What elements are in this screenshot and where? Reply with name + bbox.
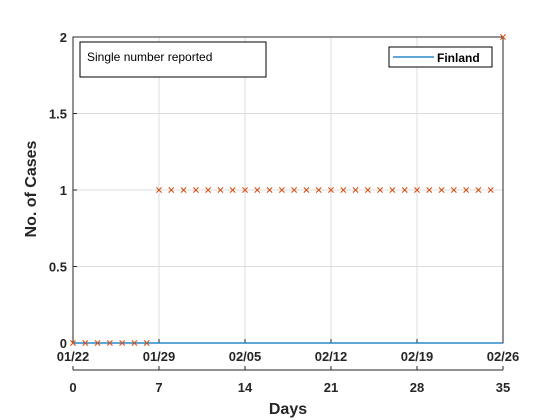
legend: Finland (388, 46, 493, 68)
grid (72, 36, 504, 344)
data-point-marker (217, 187, 224, 193)
data-point-marker (242, 187, 248, 193)
data-point-marker (156, 187, 162, 193)
x-tick-label-day: 28 (410, 380, 424, 395)
data-point-marker (266, 187, 273, 193)
data-point-marker (438, 187, 445, 193)
x-tick-label-day: 7 (155, 380, 162, 395)
x-tick-label-date: 01/22 (57, 349, 90, 364)
data-point-marker (340, 187, 347, 193)
data-point-marker (315, 187, 322, 193)
data-point-marker (450, 187, 457, 193)
data-point-marker (168, 187, 175, 193)
y-axis-label: No. of Cases (23, 140, 40, 237)
annotation-box: Single number reported (79, 41, 267, 78)
x-tick-label-date: 02/05 (229, 349, 262, 364)
data-point-marker (414, 187, 420, 193)
ticks: 001/22701/291402/052102/122802/193502/26… (49, 30, 519, 395)
data-point-marker (389, 187, 396, 193)
data-point-marker (487, 187, 494, 193)
annotation-text: Single number reported (87, 50, 212, 64)
data-point-marker (70, 340, 76, 346)
legend-entry-finland: Finland (437, 51, 480, 65)
data-point-marker (254, 187, 261, 193)
series-group (70, 34, 506, 346)
data-point-marker (82, 340, 89, 346)
x-tick-label-date: 02/19 (401, 349, 434, 364)
data-point-marker (475, 187, 482, 193)
data-point-marker (328, 187, 334, 193)
data-point-marker (192, 187, 199, 193)
x-tick-label-date: 02/12 (315, 349, 348, 364)
y-tick-label: 1 (60, 183, 67, 198)
data-point-marker (364, 187, 371, 193)
y-tick-label: 0.5 (49, 260, 67, 275)
data-point-marker (426, 187, 433, 193)
data-point-marker (106, 340, 113, 346)
data-point-marker (205, 187, 212, 193)
data-point-marker (401, 187, 408, 193)
data-point-marker (500, 34, 506, 40)
y-tick-label: 0 (60, 336, 67, 351)
data-point-marker (143, 340, 150, 346)
x-tick-label-day: 0 (69, 380, 76, 395)
data-point-marker (229, 187, 236, 193)
x-axis-label: Days (269, 401, 307, 418)
x-tick-label-day: 14 (238, 380, 253, 395)
data-point-marker (352, 187, 359, 193)
data-point-marker (131, 340, 138, 346)
x-tick-label-date: 02/26 (487, 349, 520, 364)
x-tick-label-day: 21 (324, 380, 338, 395)
y-tick-label: 2 (60, 30, 67, 45)
data-point-marker (303, 187, 310, 193)
data-point-marker (291, 187, 298, 193)
y-tick-label: 1.5 (49, 107, 67, 122)
x-tick-label-day: 35 (496, 380, 510, 395)
data-point-marker (278, 187, 285, 193)
data-point-marker (463, 187, 470, 193)
x-tick-label-date: 01/29 (143, 349, 176, 364)
data-point-marker (94, 340, 101, 346)
data-point-marker (377, 187, 384, 193)
data-point-marker (180, 187, 187, 193)
data-point-marker (119, 340, 126, 346)
